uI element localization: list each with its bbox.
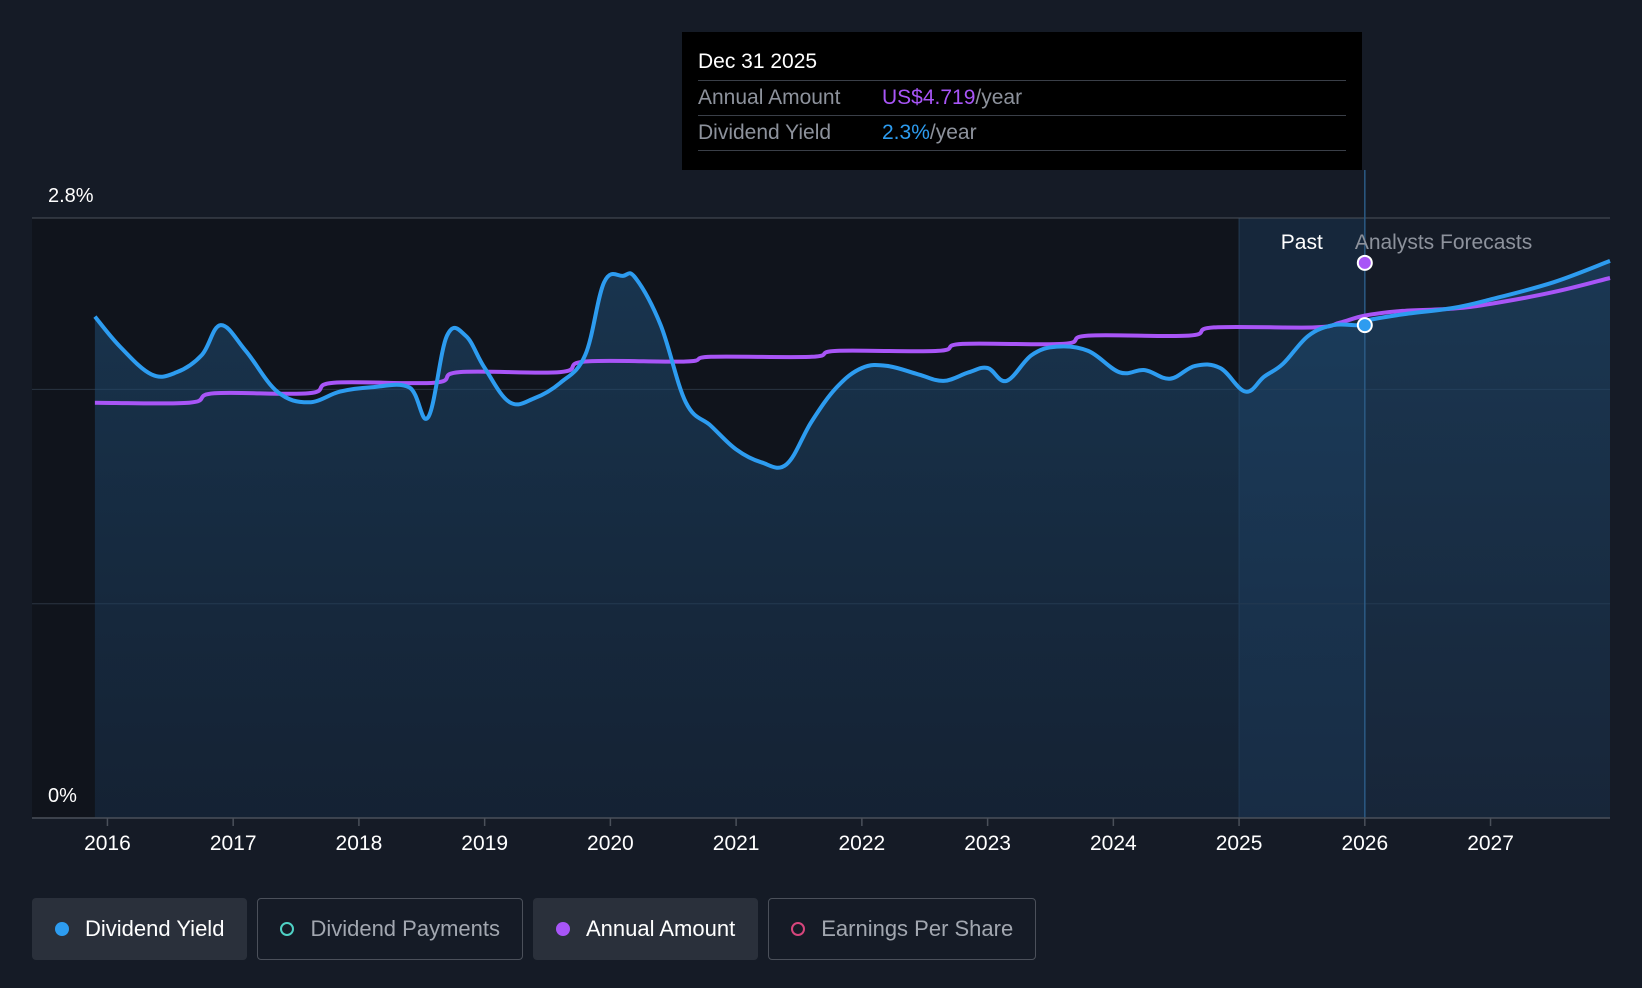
legend-annual-amount[interactable]: Annual Amount (532, 898, 759, 960)
legend-label: Dividend Payments (310, 916, 500, 941)
x-tick-label: 2016 (84, 832, 131, 855)
tooltip-label: Dividend Yield (698, 121, 832, 144)
tooltip-suffix: /year (975, 86, 1023, 109)
tooltip-label: Annual Amount (698, 86, 841, 109)
x-tick-label: 2024 (1090, 832, 1137, 855)
y-tick-label: 0% (48, 785, 77, 807)
hollow-dot-icon (280, 922, 295, 936)
x-tick-label: 2017 (210, 832, 257, 855)
dividend-yield-point (1356, 317, 1373, 334)
dividend-yield-area (94, 260, 1610, 818)
past-label: Past (1281, 231, 1323, 254)
legend-earnings-per-share[interactable]: Earnings Per Share (768, 898, 1037, 960)
tooltip-suffix: /year (929, 121, 977, 144)
annual-amount-line (94, 276, 1611, 406)
x-tick-label: 2018 (336, 832, 383, 855)
hollow-dot-icon (791, 922, 806, 936)
chart-tooltip: Dec 31 2025 Annual Amount US$4.719 /year… (682, 32, 1362, 170)
y-tick-label: 2.8% (48, 185, 94, 207)
x-tick-label: 2027 (1467, 832, 1514, 855)
tooltip-row-annual-amount: Annual Amount US$4.719 /year (698, 81, 1346, 116)
tooltip-row-dividend-yield: Dividend Yield 2.3% /year (698, 116, 1346, 151)
legend-label: Earnings Per Share (821, 916, 1014, 941)
legend-dividend-yield[interactable]: Dividend Yield (32, 898, 248, 960)
tooltip-value-annual: US$4.719 (882, 86, 976, 109)
x-tick-label: 2023 (964, 832, 1011, 855)
forecast-label: Analysts Forecasts (1355, 231, 1532, 254)
x-tick-label: 2025 (1216, 832, 1263, 855)
tooltip-value-yield: 2.3% (882, 121, 930, 144)
filled-dot-icon (555, 922, 570, 936)
x-tick-label: 2022 (839, 832, 886, 855)
x-tick-label: 2020 (587, 832, 634, 855)
x-tick-label: 2021 (713, 832, 760, 855)
x-tick-label: 2026 (1341, 832, 1388, 855)
legend-dividend-payments[interactable]: Dividend Payments (257, 898, 523, 960)
dividend-yield-line (93, 259, 1611, 470)
legend-label: Annual Amount (585, 916, 736, 941)
annual-amount-point (1356, 254, 1373, 271)
legend-label: Dividend Yield (85, 916, 225, 941)
filled-dot-icon (55, 922, 69, 936)
x-tick-label: 2019 (461, 832, 508, 855)
chart-legend: Dividend Yield Dividend Payments Annual … (32, 898, 1037, 962)
tooltip-date: Dec 31 2025 (698, 46, 1346, 81)
